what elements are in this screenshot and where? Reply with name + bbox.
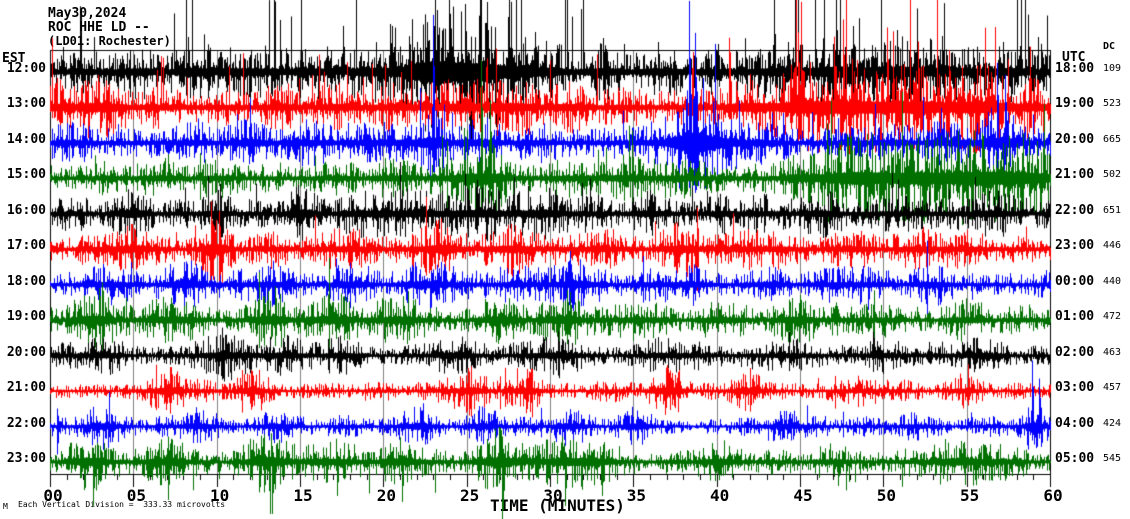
x-tick-label: 25 xyxy=(460,486,480,505)
row-dc-value: 446 xyxy=(1103,240,1122,252)
row-dc-value: 472 xyxy=(1103,311,1122,323)
header-station: ROC HHE LD -- xyxy=(48,20,150,35)
row-dc-value: 665 xyxy=(1103,133,1122,145)
header-location: (LD01: Rochester) xyxy=(48,34,171,48)
row-label-est: 14:00 xyxy=(6,131,46,147)
x-tick-label: 45 xyxy=(793,486,813,505)
row-label-utc: 22:00 xyxy=(1055,202,1095,218)
row-label-est: 18:00 xyxy=(6,273,46,289)
row-label-est: 20:00 xyxy=(6,344,46,360)
row-label-utc: 05:00 xyxy=(1055,450,1095,466)
row-dc-value: 545 xyxy=(1103,452,1122,464)
row-label-est: 22:00 xyxy=(6,415,46,431)
row-dc-value: 109 xyxy=(1103,63,1122,74)
x-tick-label: 15 xyxy=(293,486,313,505)
row-label-utc: 18:00 xyxy=(1055,61,1095,76)
row-label-est: 12:00 xyxy=(6,61,46,76)
x-axis-title: TIME (MINUTES) xyxy=(490,496,625,515)
row-label-utc: 21:00 xyxy=(1055,167,1095,183)
corner-mark: M xyxy=(3,502,8,511)
row-label-utc: 23:00 xyxy=(1055,238,1095,254)
dc-column-header: DC xyxy=(1103,41,1116,52)
row-dc-value: 502 xyxy=(1103,169,1122,181)
row-label-utc: 04:00 xyxy=(1055,415,1095,431)
row-dc-value: 651 xyxy=(1103,204,1122,216)
x-tick-label: 40 xyxy=(710,486,730,505)
row-label-utc: 02:00 xyxy=(1055,344,1095,360)
row-label-est: 16:00 xyxy=(6,202,46,218)
row-label-utc: 19:00 xyxy=(1055,96,1095,112)
row-label-est: 15:00 xyxy=(6,167,46,183)
row-label-utc: 03:00 xyxy=(1055,380,1095,396)
row-label-utc: 20:00 xyxy=(1055,131,1095,147)
row-label-est: 17:00 xyxy=(6,238,46,254)
x-tick-label: 60 xyxy=(1043,486,1063,505)
x-tick-label: 20 xyxy=(376,486,396,505)
row-dc-value: 463 xyxy=(1103,346,1122,358)
x-tick-label: 50 xyxy=(876,486,896,505)
vertical-division-footnote: Each Vertical Division = 333.33 microvol… xyxy=(18,500,226,509)
row-label-utc: 00:00 xyxy=(1055,273,1095,289)
row-label-est: 21:00 xyxy=(6,380,46,396)
header-date: May30,2024 xyxy=(48,6,127,21)
x-tick-label: 35 xyxy=(626,486,646,505)
row-dc-value: 440 xyxy=(1103,275,1122,287)
row-label-est: 19:00 xyxy=(6,309,46,325)
x-tick-label: 55 xyxy=(960,486,980,505)
row-dc-value: 424 xyxy=(1103,417,1122,429)
row-label-est: 23:00 xyxy=(6,450,46,466)
row-label-utc: 01:00 xyxy=(1055,309,1095,325)
row-label-est: 13:00 xyxy=(6,96,46,112)
row-dc-value: 523 xyxy=(1103,98,1122,110)
row-dc-value: 457 xyxy=(1103,382,1122,394)
